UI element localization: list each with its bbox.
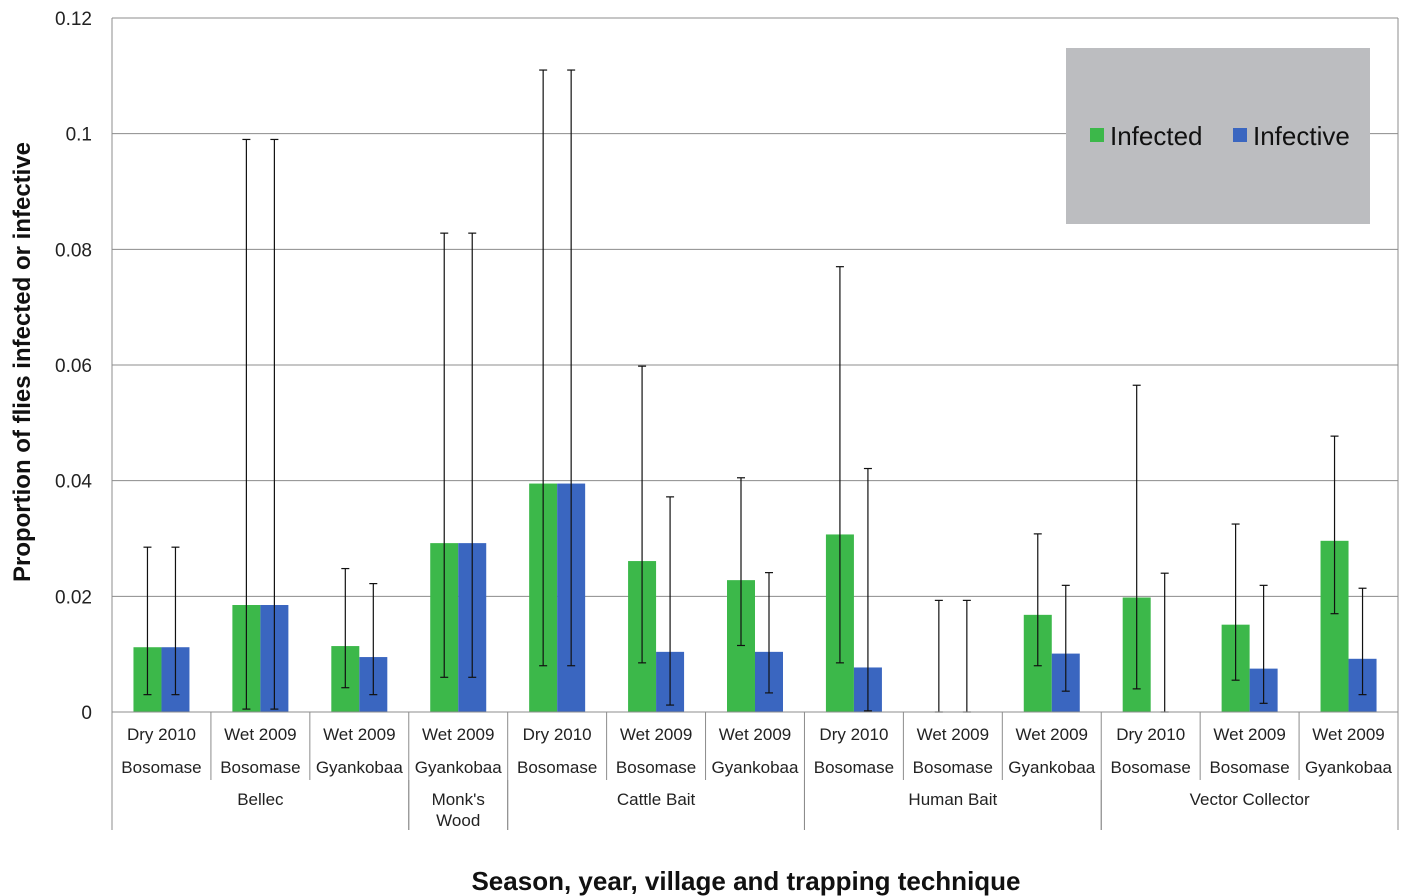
category-village-label: Bosomase <box>814 758 894 777</box>
category-village-label: Bosomase <box>616 758 696 777</box>
error-bar-infective <box>863 467 872 712</box>
error-bar-infective <box>1259 584 1268 704</box>
error-bar-infected <box>1231 523 1240 681</box>
category-season-label: Wet 2009 <box>224 725 296 744</box>
legend-box <box>1066 48 1370 224</box>
category-village-label: Bosomase <box>220 758 300 777</box>
y-tick-label: 0.1 <box>66 125 92 146</box>
category-season-label: Wet 2009 <box>1312 725 1384 744</box>
error-bar-infective <box>369 583 378 696</box>
legend-label-infective: Infective <box>1253 121 1350 151</box>
y-tick-label: 0.06 <box>55 356 92 377</box>
category-village-label: Gyankobaa <box>415 758 502 777</box>
legend-swatch-infective <box>1233 128 1247 142</box>
error-bar-infected <box>737 477 745 647</box>
error-bar-infected <box>1033 533 1042 667</box>
group-label: Monk's Wood <box>432 790 485 830</box>
category-village-label: Gyankobaa <box>1305 758 1392 777</box>
error-bar-infected <box>835 266 844 664</box>
group-label: Vector Collector <box>1190 790 1310 809</box>
error-bar-infective <box>270 138 279 710</box>
y-tick-label: 0.12 <box>55 9 92 30</box>
error-bar-infective <box>962 599 971 713</box>
category-village-label: Gyankobaa <box>712 758 799 777</box>
error-bar-infected <box>242 138 251 710</box>
error-bar-infected <box>440 232 449 678</box>
legend-swatch-infected <box>1090 128 1104 142</box>
group-label: Human Bait <box>908 790 997 809</box>
error-bar-infected <box>341 567 350 689</box>
category-village-label: Bosomase <box>1111 758 1191 777</box>
error-bar-infected <box>638 365 647 664</box>
category-village-label: Bosomase <box>517 758 597 777</box>
bars <box>133 483 1377 712</box>
y-axis-label: Proportion of flies infected or infectiv… <box>9 142 36 582</box>
error-bar-infected <box>539 69 548 667</box>
category-season-label: Wet 2009 <box>917 725 989 744</box>
gridlines <box>111 17 1399 713</box>
x-axis-label: Season, year, village and trapping techn… <box>471 866 1020 896</box>
category-season-label: Wet 2009 <box>422 725 494 744</box>
error-bars <box>143 69 1367 713</box>
error-bar-infective <box>666 496 675 706</box>
category-season-label: Dry 2010 <box>523 725 592 744</box>
y-tick-label: 0 <box>81 703 92 724</box>
y-tick-label: 0.04 <box>55 472 92 493</box>
category-season-label: Wet 2009 <box>1213 725 1285 744</box>
category-village-label: Bosomase <box>1209 758 1289 777</box>
category-season-label: Wet 2009 <box>719 725 791 744</box>
category-village-label: Bosomase <box>913 758 993 777</box>
legend-label-infected: Infected <box>1110 121 1203 151</box>
error-bar-infective <box>1160 572 1169 713</box>
category-season-label: Dry 2010 <box>1116 725 1185 744</box>
error-bar-infective <box>765 572 773 694</box>
error-bar-infected <box>1132 384 1141 690</box>
error-bar-infective <box>1061 584 1070 692</box>
category-village-label: Gyankobaa <box>1008 758 1095 777</box>
error-bar-infected <box>143 546 152 696</box>
category-season-label: Dry 2010 <box>819 725 888 744</box>
error-bar-infective <box>171 546 180 696</box>
y-tick-label: 0.08 <box>55 240 92 261</box>
y-axis-ticks: 0 0.02 0.04 0.06 0.08 0.1 0.12 <box>55 9 92 724</box>
category-season-label: Dry 2010 <box>127 725 196 744</box>
category-village-label: Gyankobaa <box>316 758 403 777</box>
category-season-label: Wet 2009 <box>620 725 692 744</box>
error-bar-infected <box>1330 435 1339 615</box>
error-bar-infective <box>468 232 477 678</box>
error-bar-infected <box>934 599 943 713</box>
category-village-label: Bosomase <box>121 758 201 777</box>
group-label: Cattle Bait <box>617 790 696 809</box>
x-axis: Dry 2010 Bosomase Wet 2009 Bosomase Wet 2009… <box>111 711 1399 830</box>
legend: Infected Infective <box>1066 48 1370 224</box>
category-season-label: Wet 2009 <box>323 725 395 744</box>
error-bar-infective <box>1358 587 1367 696</box>
category-season-label: Wet 2009 <box>1016 725 1088 744</box>
group-label: Bellec <box>237 790 284 809</box>
error-bar-infective <box>567 69 576 667</box>
y-tick-label: 0.02 <box>55 587 92 608</box>
